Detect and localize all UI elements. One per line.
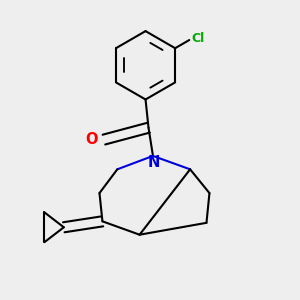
Text: N: N — [148, 155, 160, 170]
Text: Cl: Cl — [192, 32, 205, 45]
Text: O: O — [85, 131, 98, 146]
